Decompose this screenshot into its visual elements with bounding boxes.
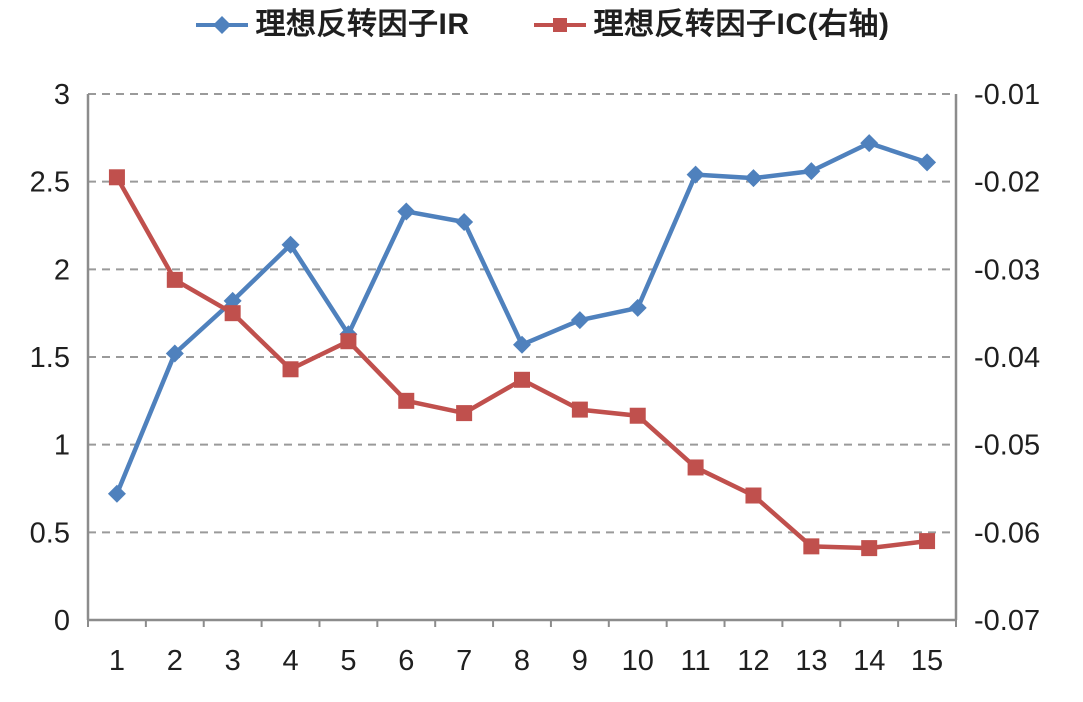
marker-ic[interactable]: [919, 533, 936, 550]
chart-legend: 理想反转因子IR 理想反转因子IC(右轴): [0, 10, 1083, 40]
legend-marker-ir-line-icon: [195, 16, 248, 34]
series-line-ic: [114, 175, 930, 551]
marker-ic[interactable]: [745, 487, 762, 504]
right-axis-tick-label: -0.04: [974, 342, 1040, 374]
marker-ir[interactable]: [802, 162, 821, 181]
marker-ir[interactable]: [628, 298, 647, 317]
x-axis-category-label: 5: [340, 645, 356, 677]
legend-label-ic: 理想反转因子IC(右轴): [593, 8, 890, 41]
marker-ir[interactable]: [918, 153, 937, 172]
legend-label-ir: 理想反转因子IR: [255, 8, 470, 41]
x-axis-category-label: 2: [167, 645, 183, 677]
legend-item-ic[interactable]: 理想反转因子IC(右轴): [532, 10, 890, 40]
marker-ic[interactable]: [340, 333, 357, 350]
left-axis-tick-label: 1.5: [30, 342, 70, 374]
x-axis-category-label: 3: [225, 645, 241, 677]
right-axis-tick-label: -0.03: [974, 254, 1040, 286]
marker-ir[interactable]: [165, 344, 184, 363]
x-axis-category-label: 15: [911, 645, 943, 677]
left-axis-tick-label: 3: [54, 79, 70, 111]
x-axis-category-label: 10: [622, 645, 654, 677]
marker-ic[interactable]: [398, 392, 415, 409]
legend-marker-ic-line-icon: [533, 18, 586, 32]
marker-ir[interactable]: [107, 484, 126, 503]
marker-ir[interactable]: [744, 169, 763, 188]
x-axis-category-label: 1: [109, 645, 125, 677]
x-axis-category-label: 8: [514, 645, 530, 677]
marker-ir[interactable]: [513, 335, 531, 354]
x-axis-category-label: 7: [456, 645, 472, 677]
right-axis-tick-label: -0.02: [974, 167, 1040, 199]
x-axis-category-label: 12: [737, 645, 769, 677]
marker-ir[interactable]: [570, 311, 589, 330]
marker-ic[interactable]: [571, 401, 588, 418]
marker-ic[interactable]: [456, 405, 473, 422]
right-axis-tick-label: -0.01: [974, 79, 1040, 111]
marker-ic[interactable]: [687, 459, 704, 476]
left-axis-tick-label: 1: [54, 430, 70, 462]
marker-ir[interactable]: [281, 235, 300, 254]
marker-ic[interactable]: [108, 169, 125, 186]
right-axis-tick-label: -0.05: [974, 430, 1040, 462]
left-axis-tick-label: 0: [54, 605, 70, 637]
marker-ic[interactable]: [861, 540, 878, 557]
marker-ic[interactable]: [629, 407, 646, 424]
x-axis-category-label: 13: [795, 645, 827, 677]
x-axis-category-label: 11: [681, 645, 711, 677]
marker-ic[interactable]: [514, 371, 530, 388]
marker-ic[interactable]: [282, 361, 299, 378]
marker-ir[interactable]: [455, 212, 474, 231]
legend-item-ir[interactable]: 理想反转因子IR: [194, 10, 470, 40]
marker-ic[interactable]: [803, 538, 820, 555]
x-axis-category-label: 4: [282, 645, 298, 677]
right-axis-tick-label: -0.06: [974, 517, 1040, 549]
left-axis-tick-label: 2: [54, 254, 70, 286]
x-axis-category-label: 14: [853, 645, 885, 677]
marker-ic[interactable]: [224, 305, 241, 322]
right-axis-tick-label: -0.07: [974, 605, 1040, 637]
x-axis-category-label: 9: [572, 645, 588, 677]
left-axis-tick-label: 0.5: [30, 517, 70, 549]
x-axis-category-label: 6: [398, 645, 414, 677]
marker-ir[interactable]: [686, 165, 705, 184]
marker-ir[interactable]: [860, 134, 879, 153]
left-axis-tick-label: 2.5: [30, 167, 70, 199]
marker-ic[interactable]: [166, 271, 183, 288]
marker-ir[interactable]: [397, 202, 416, 221]
